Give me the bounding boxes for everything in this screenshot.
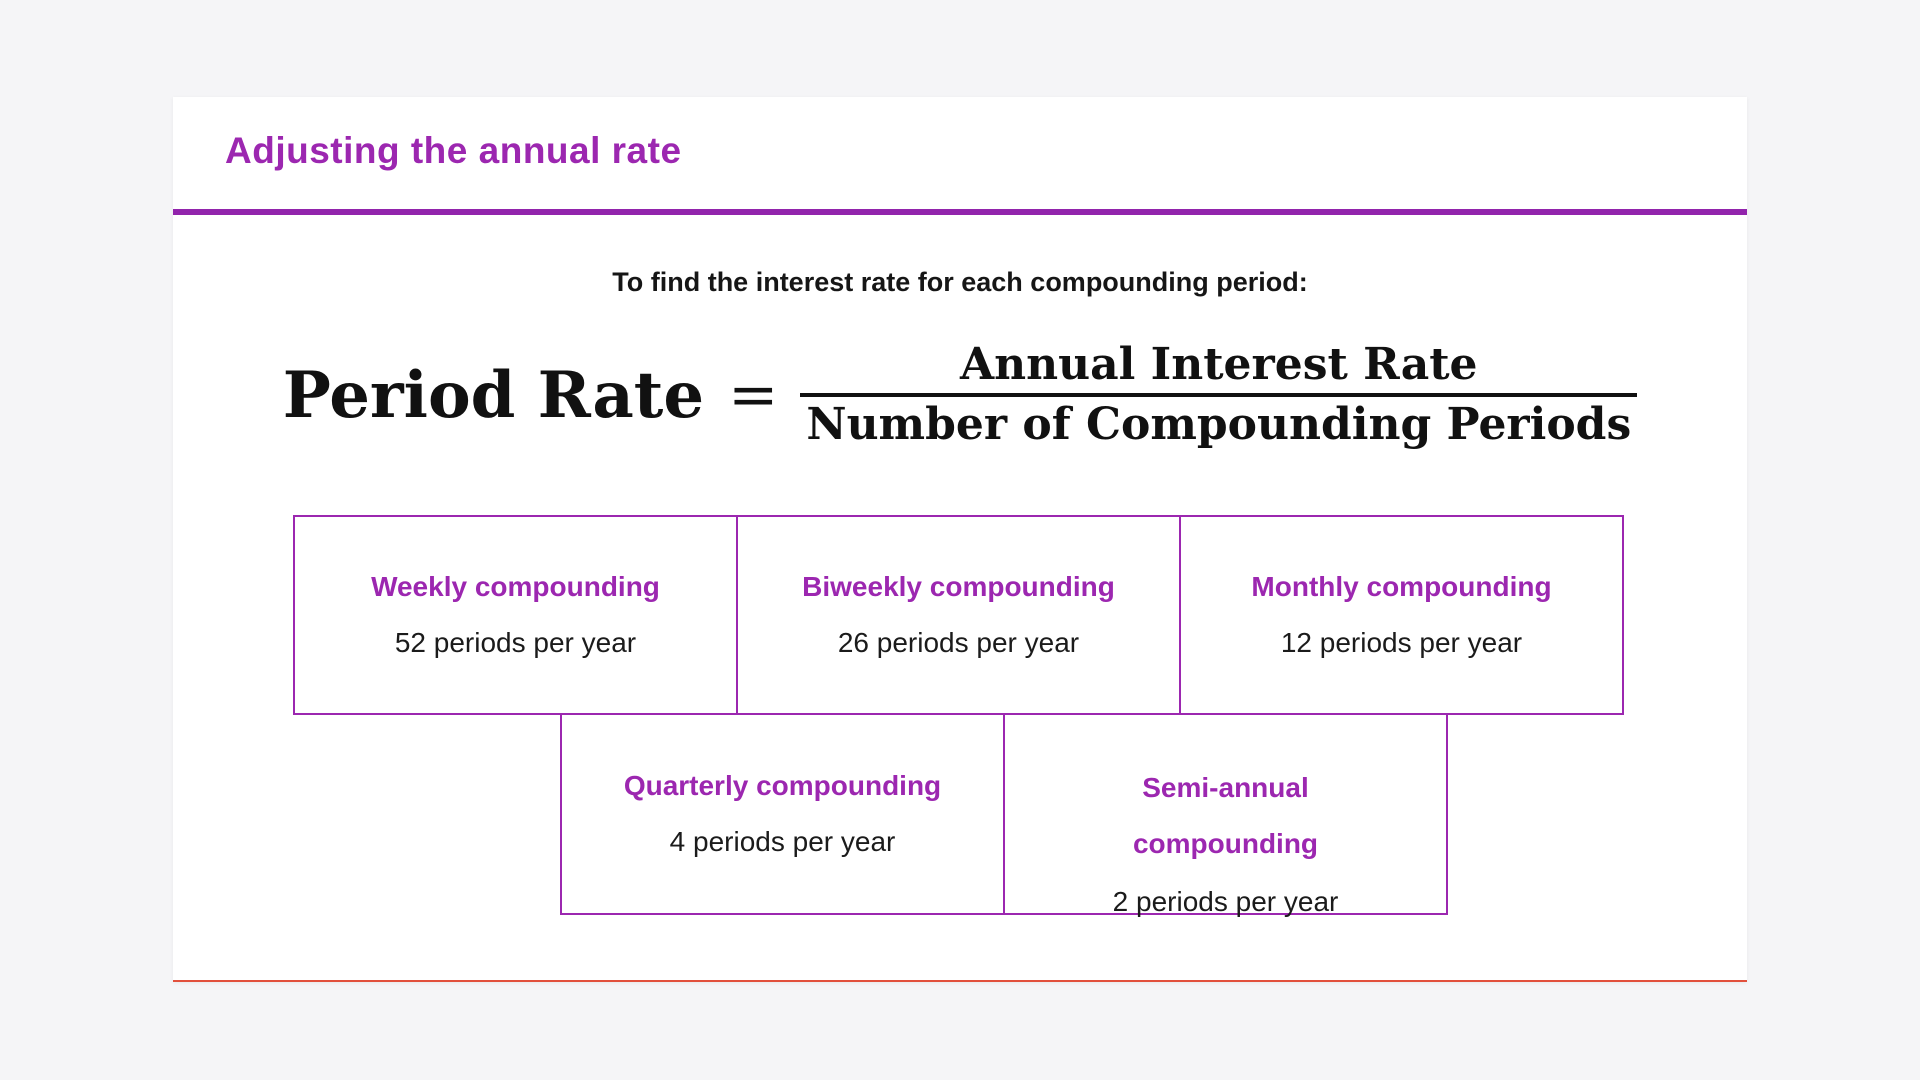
box-value: 52 periods per year — [394, 627, 637, 658]
box-title: Semi-annual compounding — [1132, 772, 1319, 859]
box-value: 12 periods per year — [1280, 627, 1523, 658]
quarterly-compounding-box: Quarterly compounding 4 periods per year — [560, 713, 1005, 915]
box-title: Weekly compounding — [371, 571, 660, 602]
compounding-row-top: Weekly compounding 52 periods per year B… — [293, 515, 1628, 715]
formula-equals-sign: = — [728, 360, 779, 430]
biweekly-compounding-box: Biweekly compounding 26 periods per year — [736, 515, 1181, 715]
period-rate-formula: Period Rate = Annual Interest Rate Numbe… — [173, 337, 1747, 453]
box-value: 4 periods per year — [669, 826, 896, 857]
box-title: Biweekly compounding — [802, 571, 1115, 602]
box-title: Monthly compounding — [1251, 571, 1552, 602]
box-title: Quarterly compounding — [623, 770, 942, 801]
card-bottom-accent-line — [173, 980, 1747, 982]
compounding-row-bottom: Quarterly compounding 4 periods per year… — [560, 713, 1452, 917]
formula-fraction: Annual Interest Rate Number of Compoundi… — [800, 337, 1638, 453]
formula-denominator: Number of Compounding Periods — [806, 399, 1632, 450]
box-value: 2 periods per year — [1112, 886, 1339, 917]
instruction-text: To find the interest rate for each compo… — [612, 267, 1308, 297]
monthly-compounding-box: Monthly compounding 12 periods per year — [1179, 515, 1624, 715]
formula-lhs: Period Rate — [282, 357, 705, 433]
lesson-card: Adjusting the annual rate To find the in… — [173, 97, 1747, 982]
box-value: 26 periods per year — [837, 627, 1080, 658]
title-divider — [173, 209, 1747, 215]
formula-numerator: Annual Interest Rate — [800, 337, 1638, 397]
page-title: Adjusting the annual rate — [225, 130, 682, 171]
semi-annual-compounding-box: Semi-annual compounding 2 periods per ye… — [1003, 713, 1448, 917]
weekly-compounding-box: Weekly compounding 52 periods per year — [293, 515, 738, 715]
